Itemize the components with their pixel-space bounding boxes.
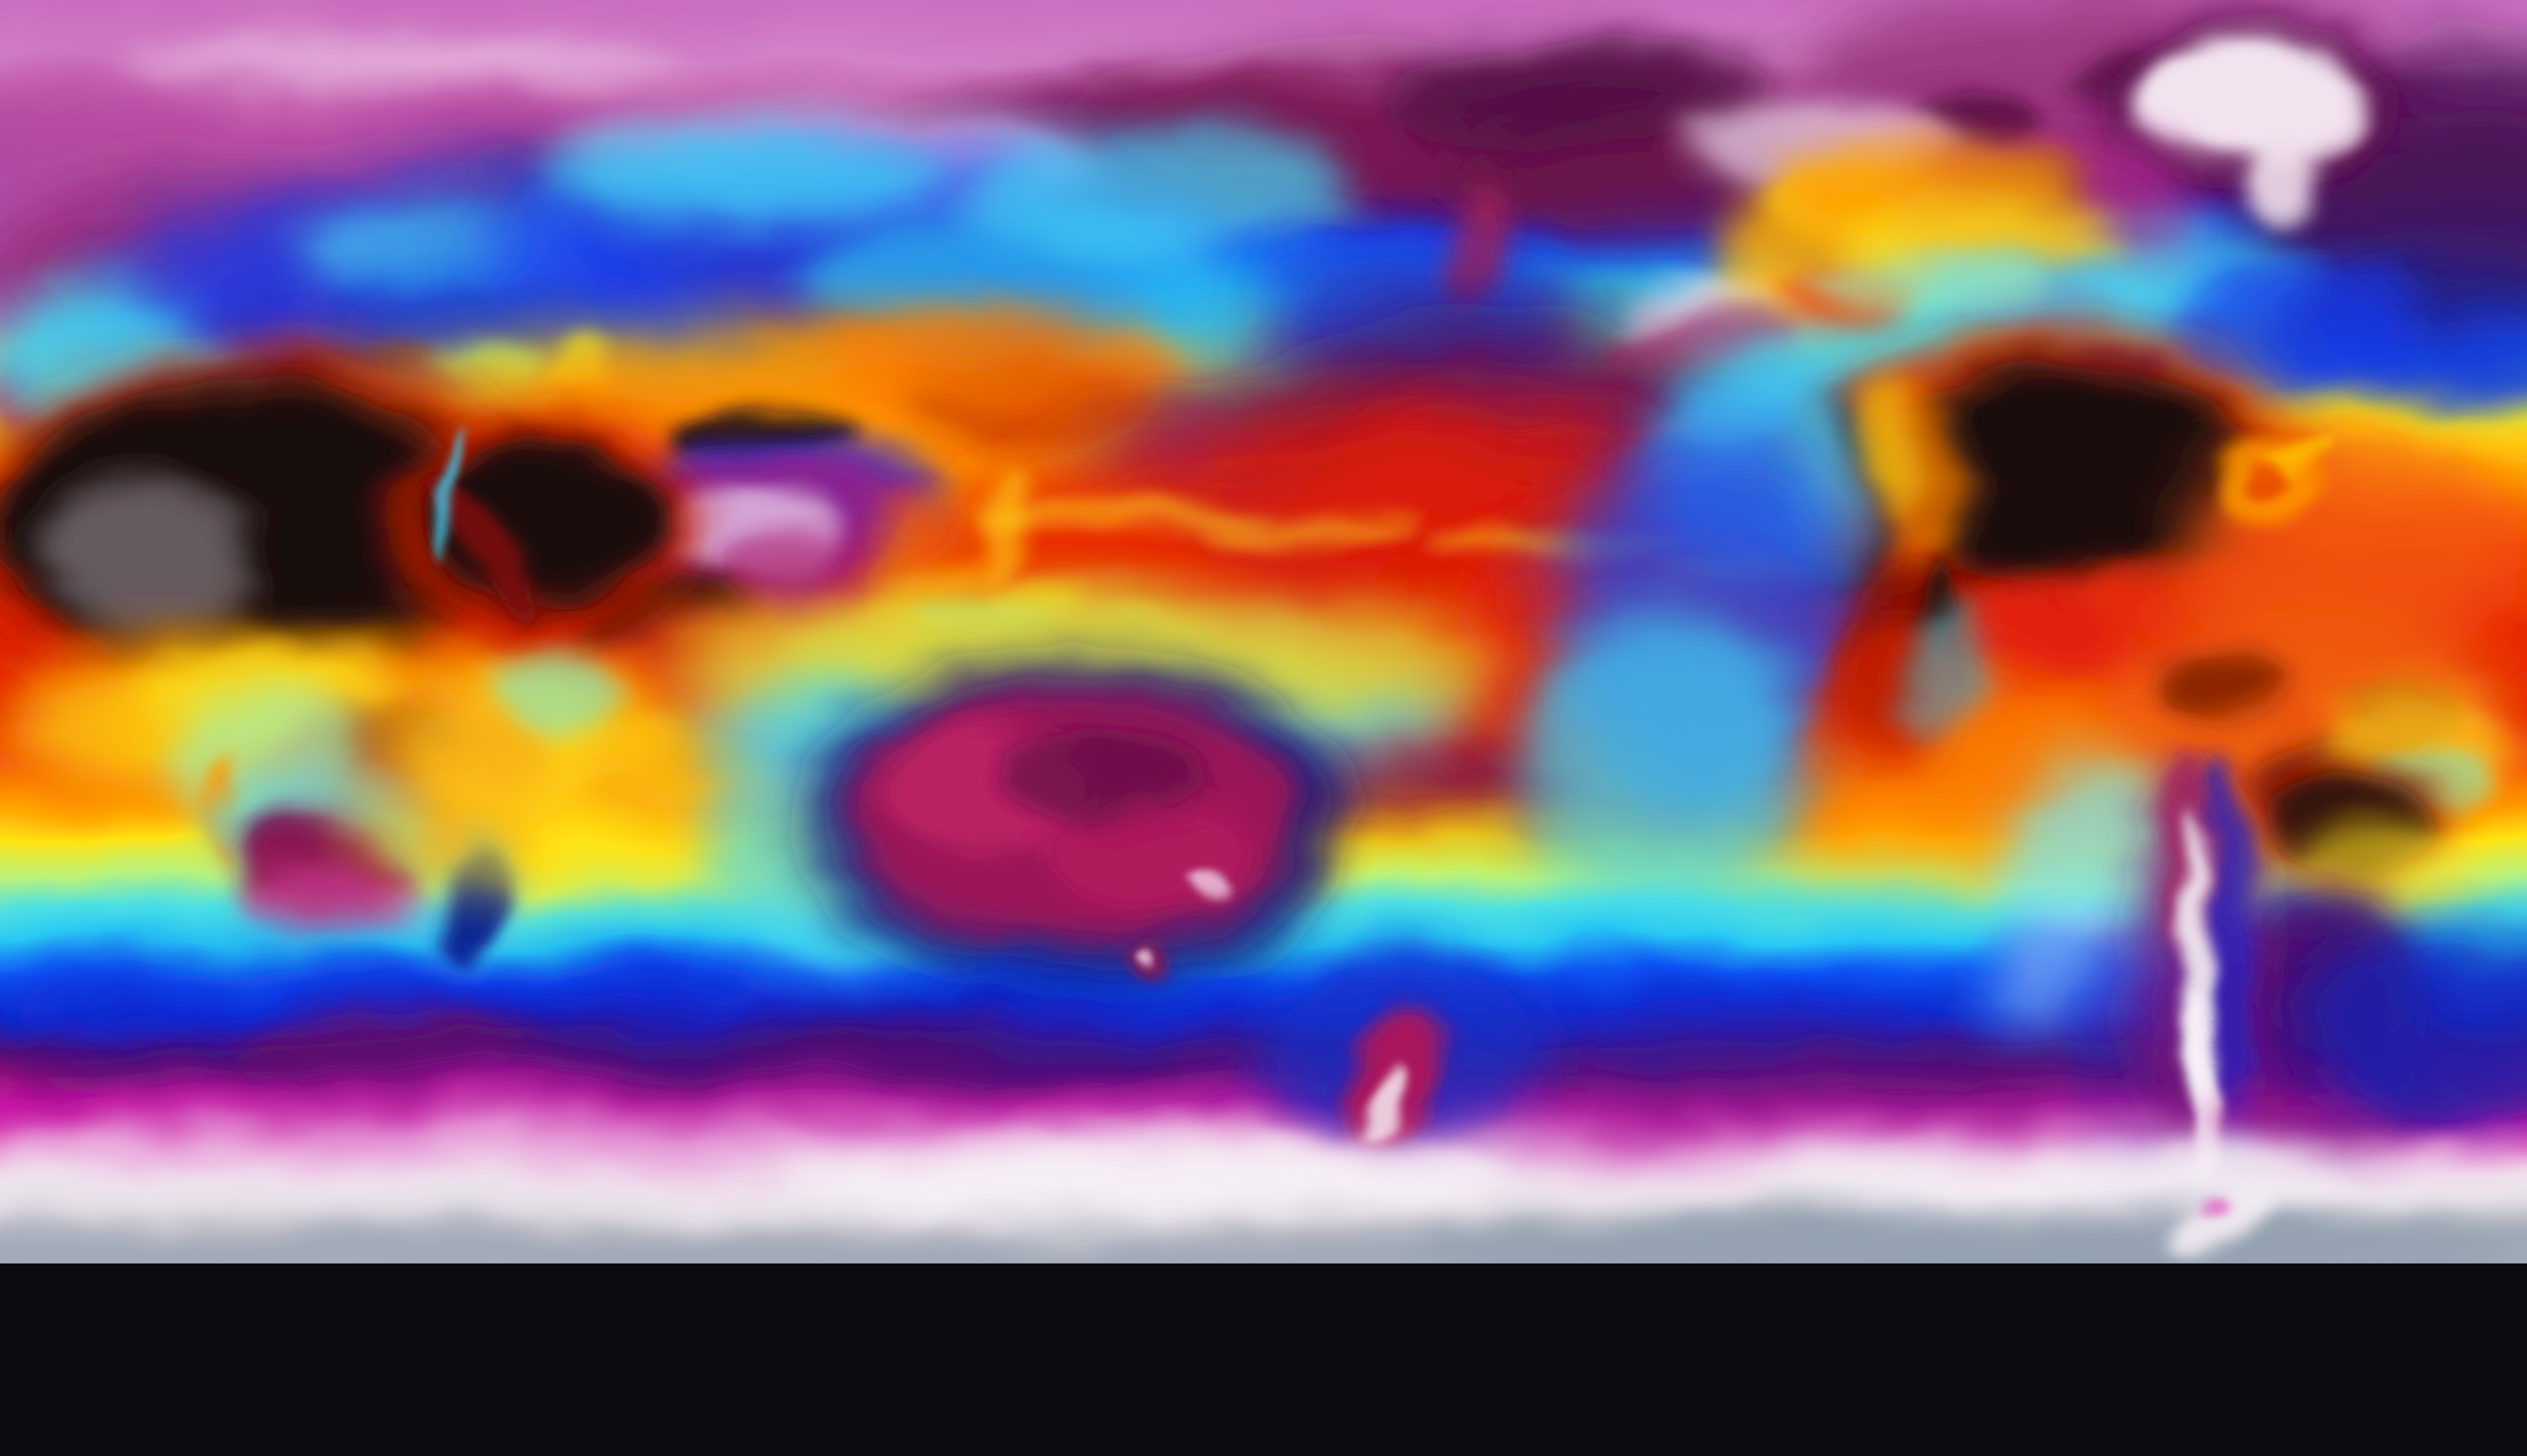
map-canvas — [0, 0, 2527, 1263]
global-temperature-map — [0, 0, 2527, 1263]
